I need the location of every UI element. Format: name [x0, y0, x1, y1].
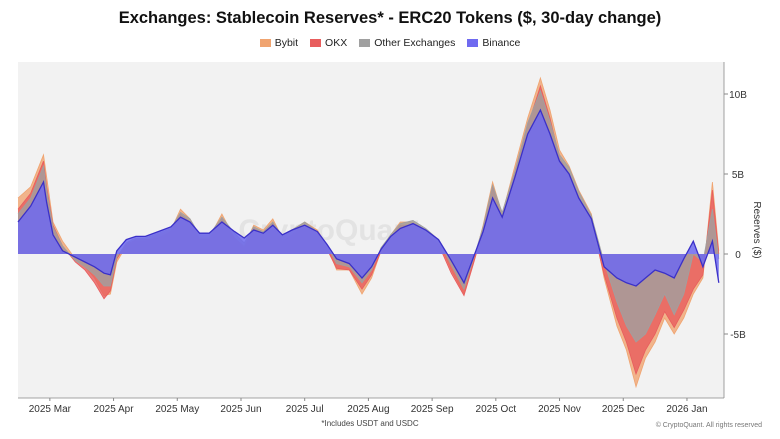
legend-swatch-okx	[310, 39, 322, 47]
x-tick-label: 2025 Nov	[538, 404, 581, 415]
legend-label-other-exchanges: Other Exchanges	[374, 37, 456, 49]
x-tick-label: 2025 Mar	[29, 404, 72, 415]
legend-swatch-other-exchanges	[359, 39, 371, 47]
y-tick-label: 0	[735, 250, 741, 261]
x-tick-label: 2025 Aug	[347, 404, 389, 415]
legend-item-bybit[interactable]: Bybit	[259, 37, 299, 49]
y-tick-label: 10B	[729, 90, 747, 101]
plot-background	[18, 62, 724, 398]
x-tick-label: 2025 May	[155, 404, 199, 415]
x-tick-label: 2025 Dec	[602, 404, 645, 415]
legend-swatch-binance	[467, 39, 479, 47]
legend: Bybit OKX Other Exchanges Binance	[0, 37, 780, 49]
series-layer	[17, 76, 720, 389]
legend-label-okx: OKX	[325, 37, 348, 49]
credit: © CryptoQuant. All rights reserved	[656, 421, 762, 429]
x-tick-label: 2025 Oct	[476, 404, 517, 415]
x-axis: 2025 Mar 2025 Apr 2025 May 2025 Jun 2025 Jul…	[29, 398, 708, 415]
y-axis: 10B 5B 0 -5B	[724, 90, 747, 341]
x-tick-label: 2025 Jul	[286, 404, 324, 415]
x-tick-label: 2025 Jun	[220, 404, 261, 415]
x-tick-label: 2026 Jan	[666, 404, 707, 415]
chart-title: Exchanges: Stablecoin Reserves* - ERC20 …	[118, 9, 662, 27]
y-axis-label: Reserves ($)	[751, 201, 762, 258]
series-line-bybit	[17, 76, 720, 389]
series-area-binance	[18, 110, 719, 286]
legend-item-other-exchanges[interactable]: Other Exchanges	[359, 37, 455, 49]
series-line-binance	[17, 108, 720, 287]
x-tick-label: 2025 Apr	[94, 404, 135, 415]
legend-label-bybit: Bybit	[274, 37, 299, 49]
legend-swatch-bybit	[259, 39, 271, 47]
y-tick-label: 5B	[732, 170, 745, 181]
legend-item-okx[interactable]: OKX	[310, 37, 347, 49]
y-tick-label: -5B	[730, 330, 746, 341]
legend-item-binance[interactable]: Binance	[467, 37, 520, 49]
x-tick-label: 2025 Sep	[411, 404, 454, 415]
legend-label-binance: Binance	[482, 37, 521, 49]
footnote: *Includes USDT and USDC	[321, 419, 418, 428]
